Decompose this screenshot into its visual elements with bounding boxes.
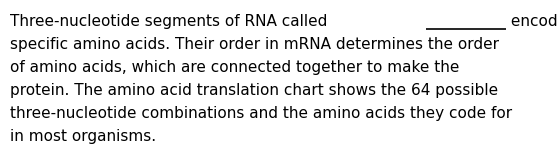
- Text: in most organisms.: in most organisms.: [10, 129, 156, 144]
- Text: of amino acids, which are connected together to make the: of amino acids, which are connected toge…: [10, 60, 459, 75]
- Text: Three-nucleotide segments of RNA called: Three-nucleotide segments of RNA called: [10, 14, 332, 29]
- Text: three-nucleotide combinations and the amino acids they code for: three-nucleotide combinations and the am…: [10, 106, 512, 121]
- Text: specific amino acids. Their order in mRNA determines the order: specific amino acids. Their order in mRN…: [10, 37, 499, 52]
- Text: protein. The amino acid translation chart shows the 64 possible: protein. The amino acid translation char…: [10, 83, 498, 98]
- Text: encode for: encode for: [506, 14, 558, 29]
